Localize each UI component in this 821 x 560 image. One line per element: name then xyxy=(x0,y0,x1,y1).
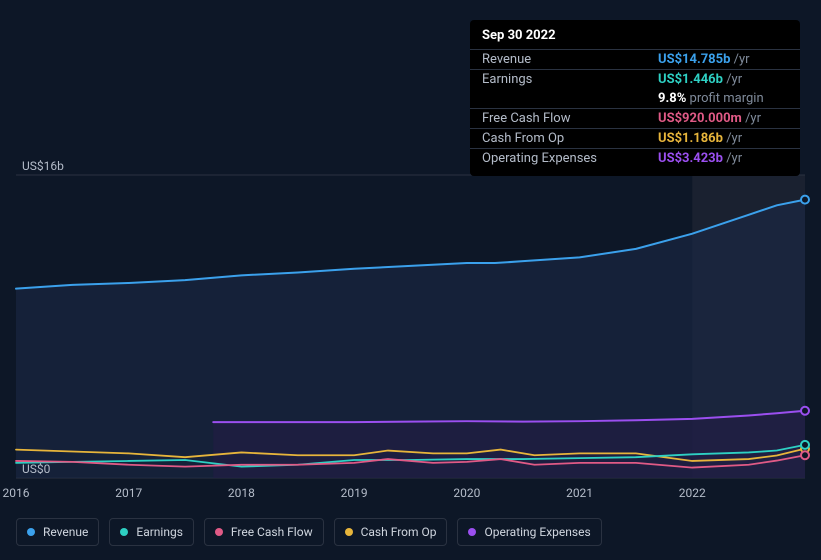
x-axis-label: 2021 xyxy=(566,486,593,500)
tooltip-rows: RevenueUS$14.785b /yrEarningsUS$1.446b /… xyxy=(470,49,800,168)
legend-label: Free Cash Flow xyxy=(231,525,313,539)
tooltip-date: Sep 30 2022 xyxy=(470,28,800,49)
x-axis-label: 2019 xyxy=(341,486,368,500)
legend-dot-icon xyxy=(345,528,353,536)
legend-item-earnings[interactable]: Earnings xyxy=(109,518,194,546)
legend-label: Revenue xyxy=(43,525,88,539)
tooltip-row: EarningsUS$1.446b /yr xyxy=(470,69,800,89)
tooltip-row: Cash From OpUS$1.186b /yr xyxy=(470,128,800,148)
legend-label: Cash From Op xyxy=(361,525,437,539)
legend-dot-icon xyxy=(468,528,476,536)
legend-item-cfo[interactable]: Cash From Op xyxy=(334,518,448,546)
legend-label: Operating Expenses xyxy=(484,525,590,539)
x-axis-label: 2018 xyxy=(228,486,255,500)
legend: Revenue Earnings Free Cash Flow Cash From O… xyxy=(16,518,602,546)
y-axis-label: US$0 xyxy=(22,462,50,476)
legend-item-opex[interactable]: Operating Expenses xyxy=(457,518,601,546)
y-axis-label: US$16b xyxy=(22,159,64,173)
x-axis-label: 2022 xyxy=(679,486,706,500)
legend-item-revenue[interactable]: Revenue xyxy=(16,518,99,546)
tooltip-row: Operating ExpensesUS$3.423b /yr xyxy=(470,148,800,168)
x-axis-label: 2020 xyxy=(453,486,480,500)
tooltip-row: 9.8% profit margin xyxy=(470,89,800,108)
x-axis-label: 2016 xyxy=(3,486,30,500)
legend-dot-icon xyxy=(120,528,128,536)
chart-tooltip: Sep 30 2022 RevenueUS$14.785b /yrEarning… xyxy=(470,20,800,176)
legend-dot-icon xyxy=(215,528,223,536)
tooltip-row: RevenueUS$14.785b /yr xyxy=(470,49,800,69)
legend-item-fcf[interactable]: Free Cash Flow xyxy=(204,518,324,546)
tooltip-row: Free Cash FlowUS$920.000m /yr xyxy=(470,108,800,128)
legend-label: Earnings xyxy=(136,525,183,539)
x-axis-label: 2017 xyxy=(115,486,142,500)
legend-dot-icon xyxy=(27,528,35,536)
